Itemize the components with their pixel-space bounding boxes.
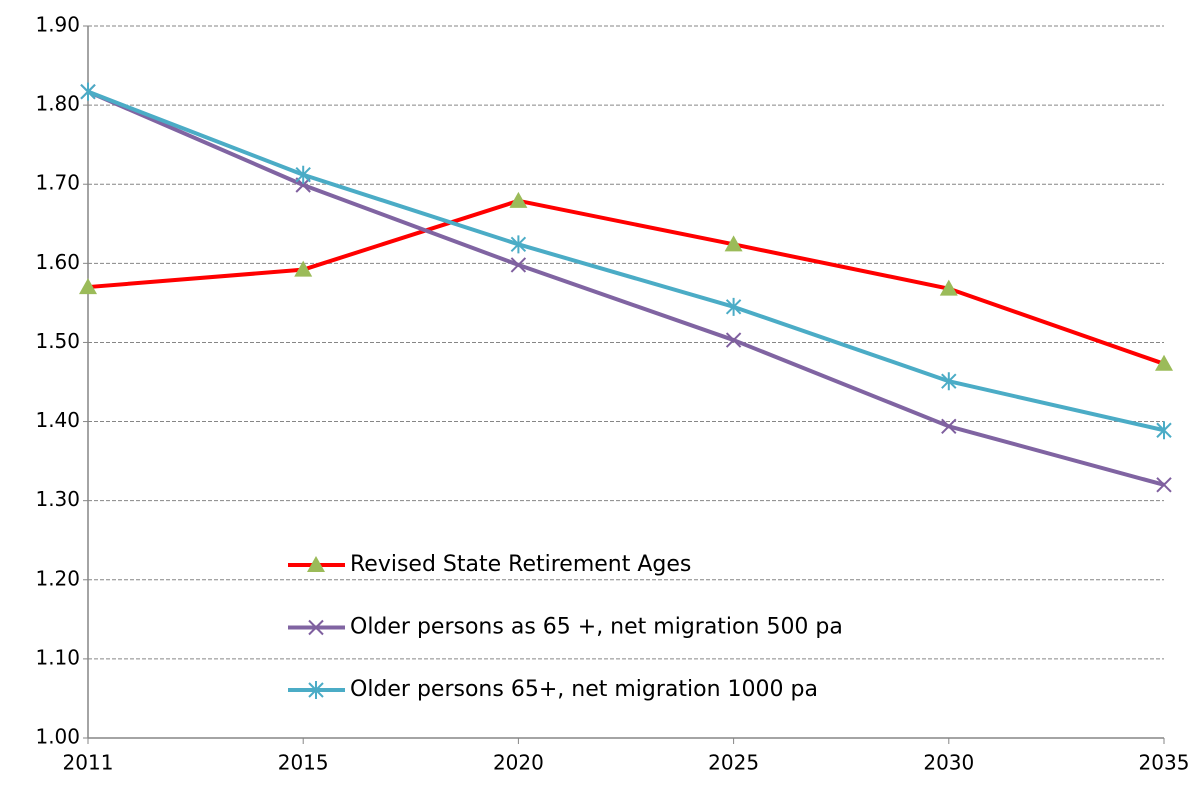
legend-label: Older persons 65+, net migration 1000 pa [350, 677, 818, 702]
marker [80, 82, 96, 101]
y-tick-label: 1.00 [35, 725, 80, 749]
series-line [87, 89, 1165, 433]
y-tick-label: 1.40 [35, 408, 80, 432]
marker [307, 556, 325, 572]
y-tick-label: 1.10 [35, 645, 80, 669]
marker [79, 278, 97, 295]
marker [939, 279, 958, 296]
series-line [87, 198, 1165, 366]
marker [1156, 477, 1172, 493]
legend-label: Older persons as 65 +, net migration 500… [350, 615, 843, 640]
marker [725, 297, 742, 316]
x-tick-label: 2035 [1139, 751, 1190, 775]
y-tick-label: 1.30 [35, 487, 80, 511]
x-tick-label: 2015 [278, 751, 329, 775]
marker [1156, 421, 1172, 440]
x-tick-label: 2030 [923, 751, 974, 775]
legend-label: Revised State Retirement Ages [350, 552, 691, 577]
series-line [87, 89, 1165, 487]
marker [1155, 354, 1173, 371]
marker [725, 332, 742, 348]
y-tick-label: 1.20 [35, 566, 80, 590]
marker [510, 257, 527, 273]
y-tick-label: 1.60 [35, 250, 80, 274]
marker [510, 235, 527, 254]
marker [308, 619, 324, 636]
marker [308, 681, 324, 699]
y-tick-label: 1.80 [35, 92, 80, 116]
marker [724, 235, 743, 252]
x-tick-label: 2020 [493, 751, 544, 775]
marker [941, 418, 957, 435]
marker [941, 372, 957, 391]
y-tick-label: 1.50 [35, 329, 80, 353]
marker [295, 165, 311, 184]
marker [294, 260, 313, 277]
y-tick-label: 1.70 [35, 171, 80, 195]
marker [509, 191, 528, 208]
x-tick-label: 2025 [708, 751, 759, 775]
y-tick-label: 1.90 [35, 13, 80, 37]
x-tick-label: 2011 [63, 751, 114, 775]
